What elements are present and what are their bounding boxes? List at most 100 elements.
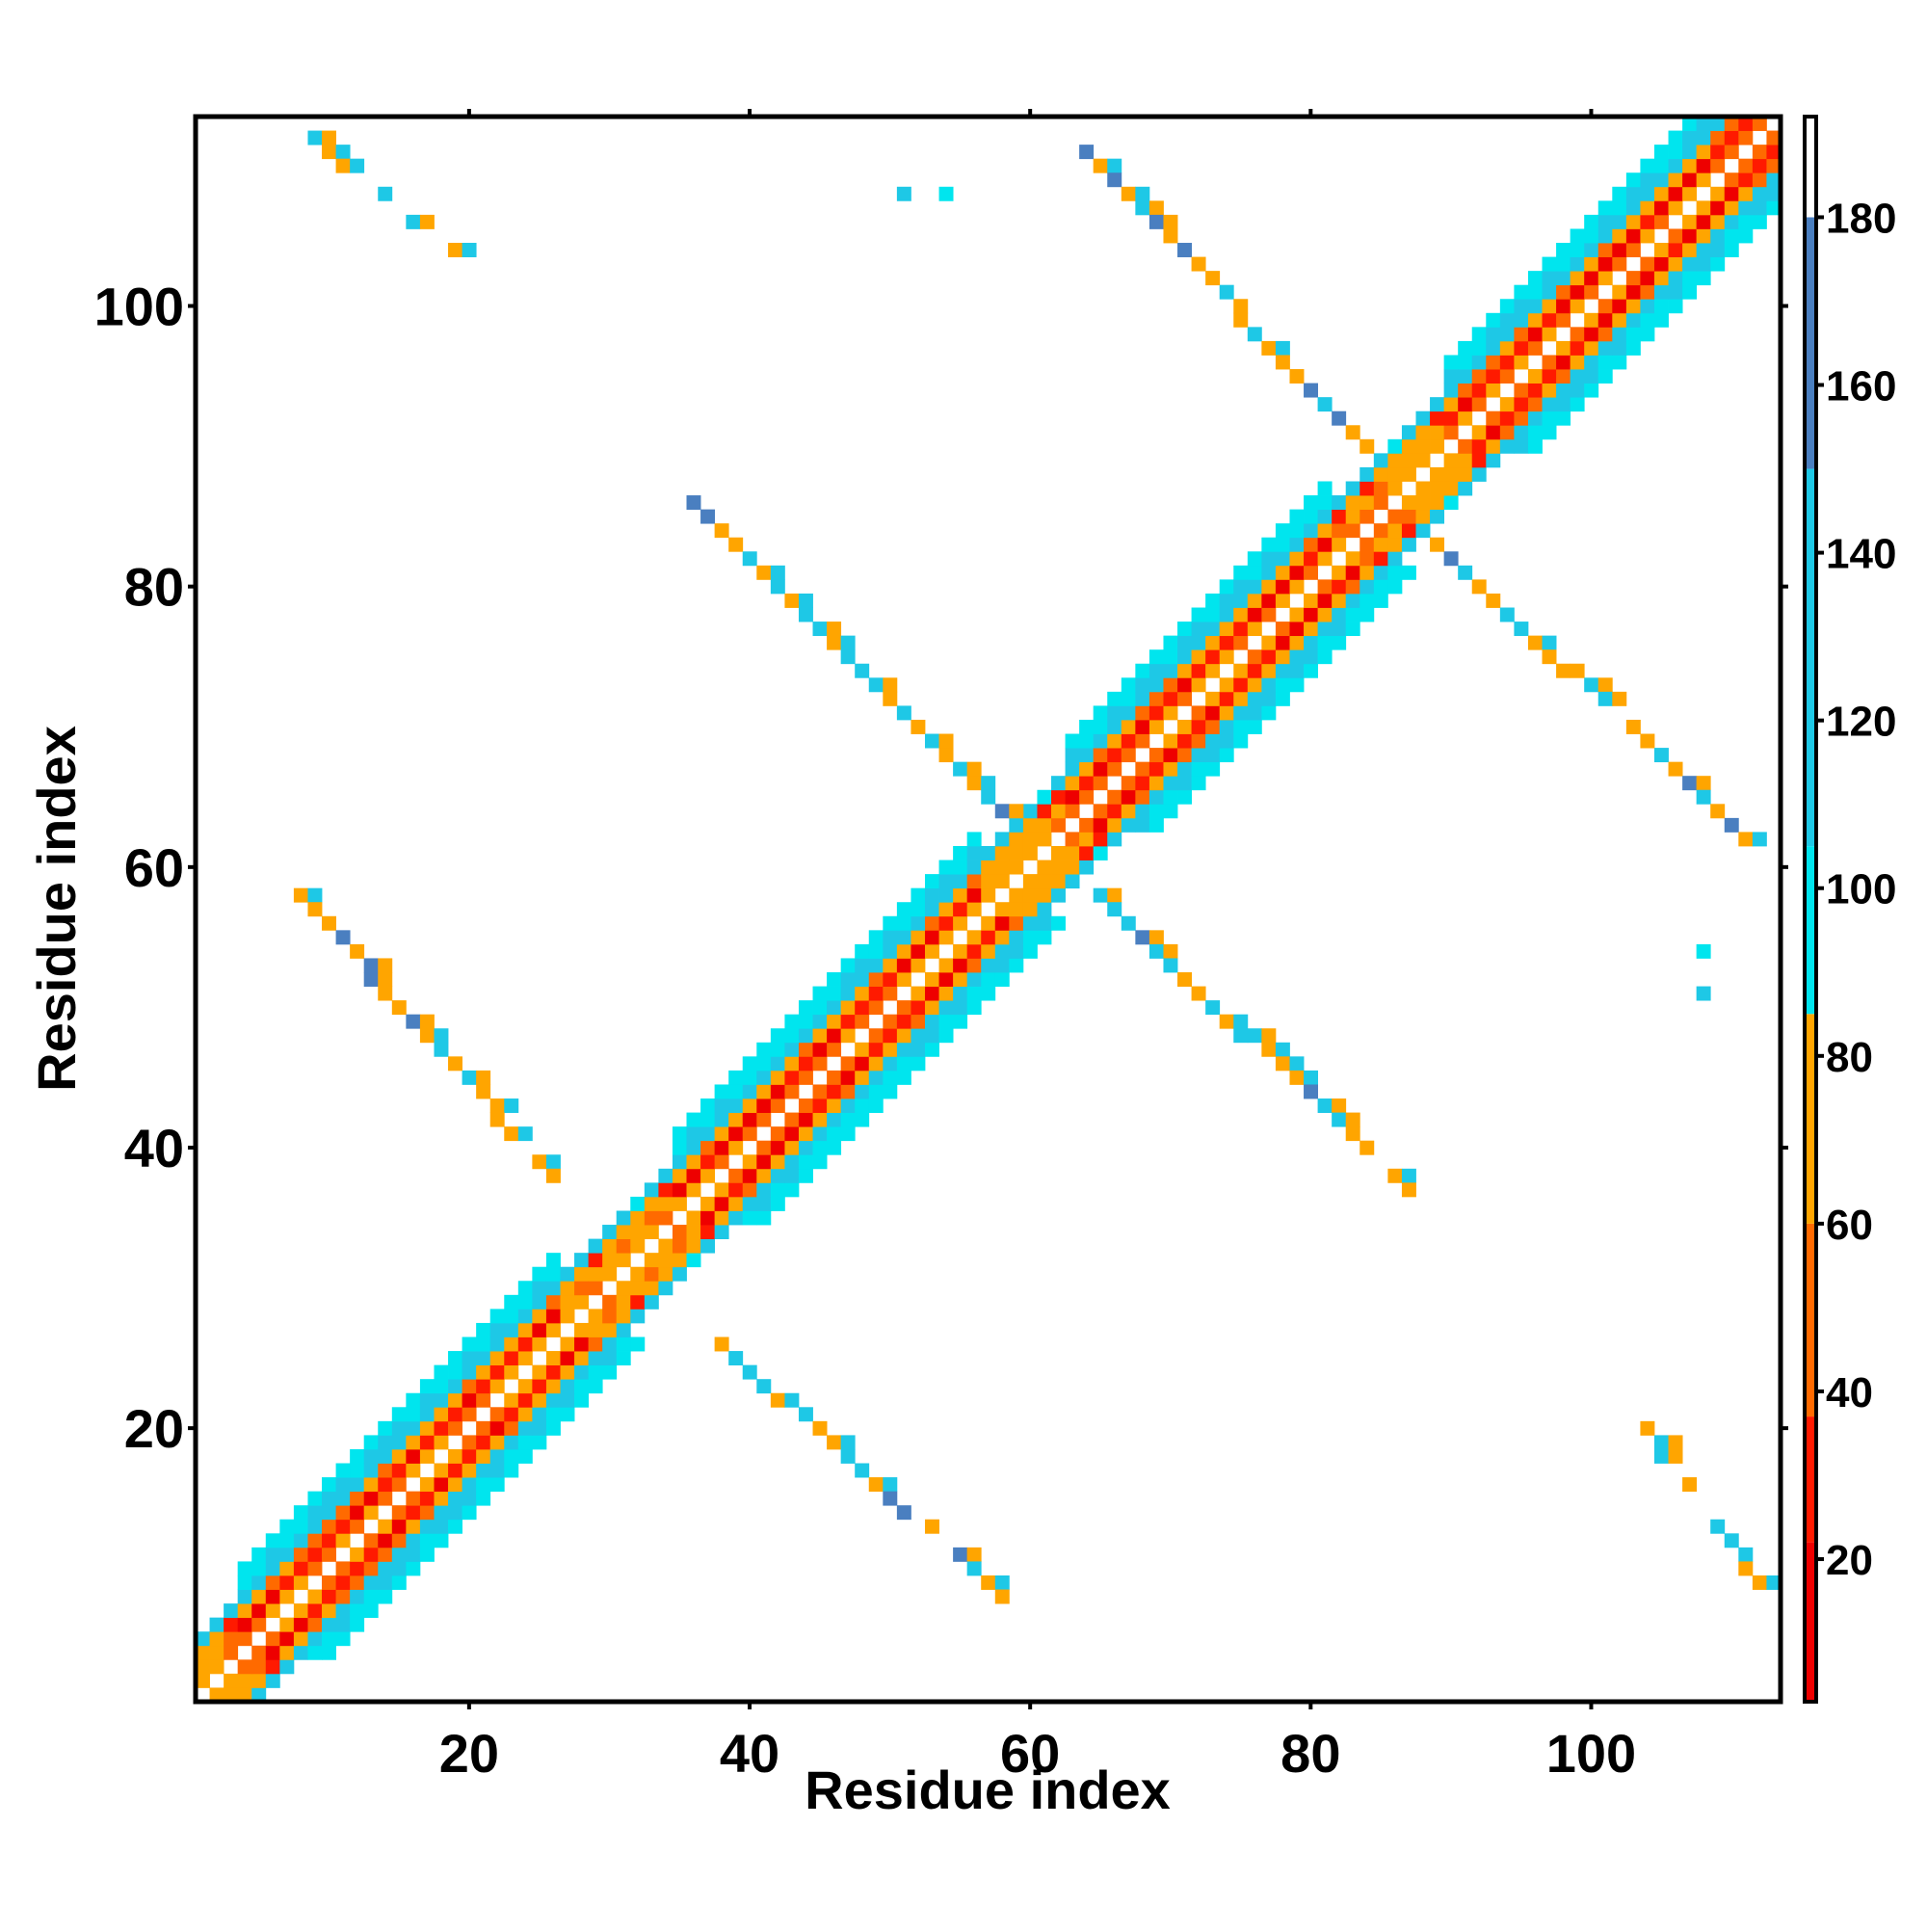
contact-cell [1387,509,1403,524]
contact-cell [1079,748,1095,763]
contact-cell [1359,551,1375,567]
contact-cell [840,1126,856,1142]
contact-cell [1514,327,1529,342]
contact-cell [658,1210,673,1226]
contact-cell [307,1603,323,1619]
contact-cell [1148,200,1164,216]
contact-cell [434,1519,449,1534]
contact-cell [840,1112,856,1127]
contact-cell [1584,355,1599,370]
contact-cell [630,1294,646,1310]
contact-cell [911,902,926,917]
contact-cell [1079,733,1095,749]
contact-cell [1233,593,1249,608]
contact-cell [840,1056,856,1072]
contact-cell [1430,537,1445,552]
contact-cell [994,902,1010,917]
contact-cell [1668,1448,1683,1464]
contact-cell [1009,902,1024,917]
contact-cell [1415,453,1431,468]
contact-cell [1093,705,1108,721]
contact-cell [1275,677,1290,693]
contact-cell [1051,874,1066,889]
contact-cell [1724,243,1739,257]
contact-cell [406,1491,421,1506]
contact-cell [1332,1098,1347,1113]
contact-cell [1289,551,1305,567]
contact-cell [1191,649,1206,665]
contact-cell [1471,397,1487,412]
contact-cell [434,1392,449,1408]
contact-cell [1527,312,1543,328]
contact-cell [798,1056,813,1072]
contact-cell [938,874,954,889]
contact-cell [504,1463,519,1478]
contact-cell [798,593,813,608]
contact-cell [279,1533,295,1548]
contact-cell [953,972,968,987]
contact-cell [812,1014,828,1029]
contact-cell [1148,817,1164,833]
contact-cell [1597,369,1613,384]
contact-cell [644,1196,659,1211]
contact-cell [251,1617,267,1632]
contact-cell [911,719,926,734]
contact-cell [1458,466,1473,482]
contact-cell [714,1210,729,1226]
contact-cell [1514,355,1529,370]
contact-cell [265,1631,280,1647]
contact-cell [840,1448,856,1464]
contact-cell [1332,495,1347,511]
contact-cell [363,958,379,973]
contact-cell [1443,425,1459,440]
contact-cell [1359,607,1375,622]
contact-cell [938,902,954,917]
contact-cell [1486,355,1501,370]
contact-cell [1514,425,1529,440]
contact-cell [1612,243,1627,257]
contact-cell [784,593,800,608]
contact-cell [827,1126,842,1142]
contact-cell [1233,1028,1249,1044]
contact-cell [1079,845,1095,860]
contact-cell [1247,579,1262,595]
contact-cell [911,930,926,945]
contact-cell [911,1028,926,1044]
contact-cell [532,1309,547,1324]
contact-cell [293,1617,308,1632]
contact-cell [322,1519,336,1534]
contact-cell [1247,607,1262,622]
contact-cell [1304,622,1318,637]
contact-cell [1304,649,1318,665]
contact-cell [335,1575,351,1590]
contact-cell [868,972,884,987]
contact-cell [1177,789,1192,805]
contact-cell [1415,509,1431,524]
contact-cell [545,1407,561,1422]
contact-cell [1443,481,1459,496]
contact-cell [1738,1561,1754,1576]
contact-cell [1584,228,1599,244]
contact-cell [1584,256,1599,272]
contact-cell [1359,495,1375,511]
contact-cell [896,958,911,973]
contact-cell [1261,635,1277,650]
contact-cell [560,1364,575,1380]
contact-cell [1275,340,1290,356]
contact-cell [1625,172,1641,188]
contact-cell [896,186,911,201]
contact-cell [1387,438,1403,454]
contact-cell [1696,243,1711,257]
contact-cell [1233,565,1249,580]
contact-cell [237,1589,252,1604]
contact-cell [588,1281,603,1296]
contact-cell [994,915,1010,931]
contact-cell [265,1645,280,1660]
contact-cell [1682,228,1698,244]
contact-cell [1191,733,1206,749]
contact-cell [322,1575,336,1590]
contact-cell [827,1435,842,1450]
contact-cell [1304,383,1318,398]
contact-cell [953,915,968,931]
contact-cell [504,1407,519,1422]
